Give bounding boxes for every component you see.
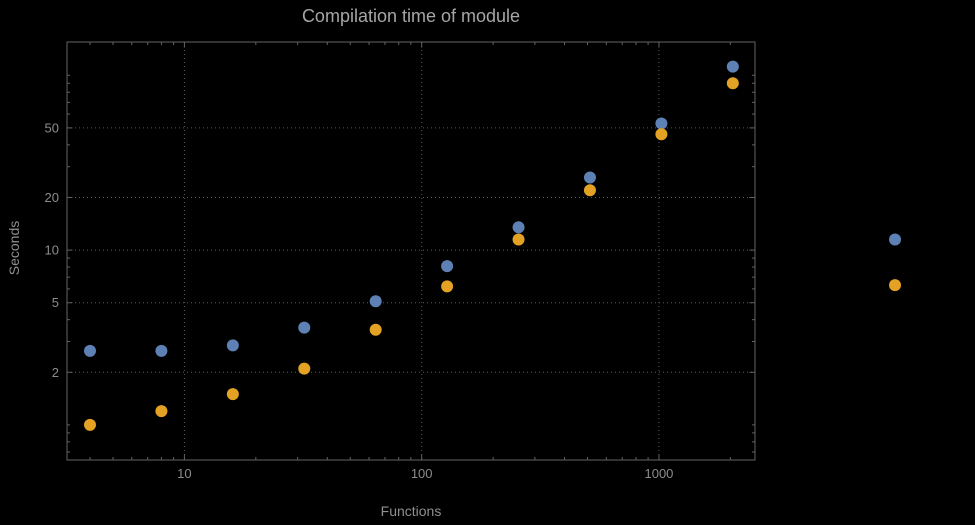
chart-title: Compilation time of module [301, 6, 521, 26]
y-tick-label: 20 [45, 190, 59, 205]
y-tick-label: 5 [52, 295, 59, 310]
data-point [369, 323, 382, 336]
x-tick-label: 10 [177, 466, 191, 481]
x-tick-label: 1000 [644, 466, 673, 481]
data-point [512, 221, 525, 234]
data-point [226, 388, 239, 401]
data-point [512, 233, 525, 246]
data-point [298, 321, 311, 334]
x-tick-label: 100 [411, 466, 433, 481]
data-point [298, 362, 311, 375]
y-tick-label: 2 [52, 365, 59, 380]
data-point [226, 339, 239, 352]
y-axis-label: Seconds [6, 220, 22, 276]
legend-marker [889, 233, 901, 246]
data-point [726, 77, 739, 90]
data-point [655, 128, 668, 141]
data-point [583, 171, 596, 184]
legend-marker [889, 279, 901, 292]
data-point [583, 184, 596, 197]
data-point [155, 405, 168, 418]
y-tick-label: 10 [45, 243, 59, 258]
data-point [726, 60, 739, 73]
plot-frame [66, 41, 756, 461]
data-point [83, 344, 96, 357]
data-point [369, 295, 382, 308]
y-tick-label: 50 [45, 120, 59, 135]
data-point [655, 117, 668, 130]
data-point [441, 280, 454, 293]
data-point [155, 344, 168, 357]
x-axis-label: Functions [380, 503, 442, 519]
data-point [83, 418, 96, 431]
data-point [441, 260, 454, 273]
